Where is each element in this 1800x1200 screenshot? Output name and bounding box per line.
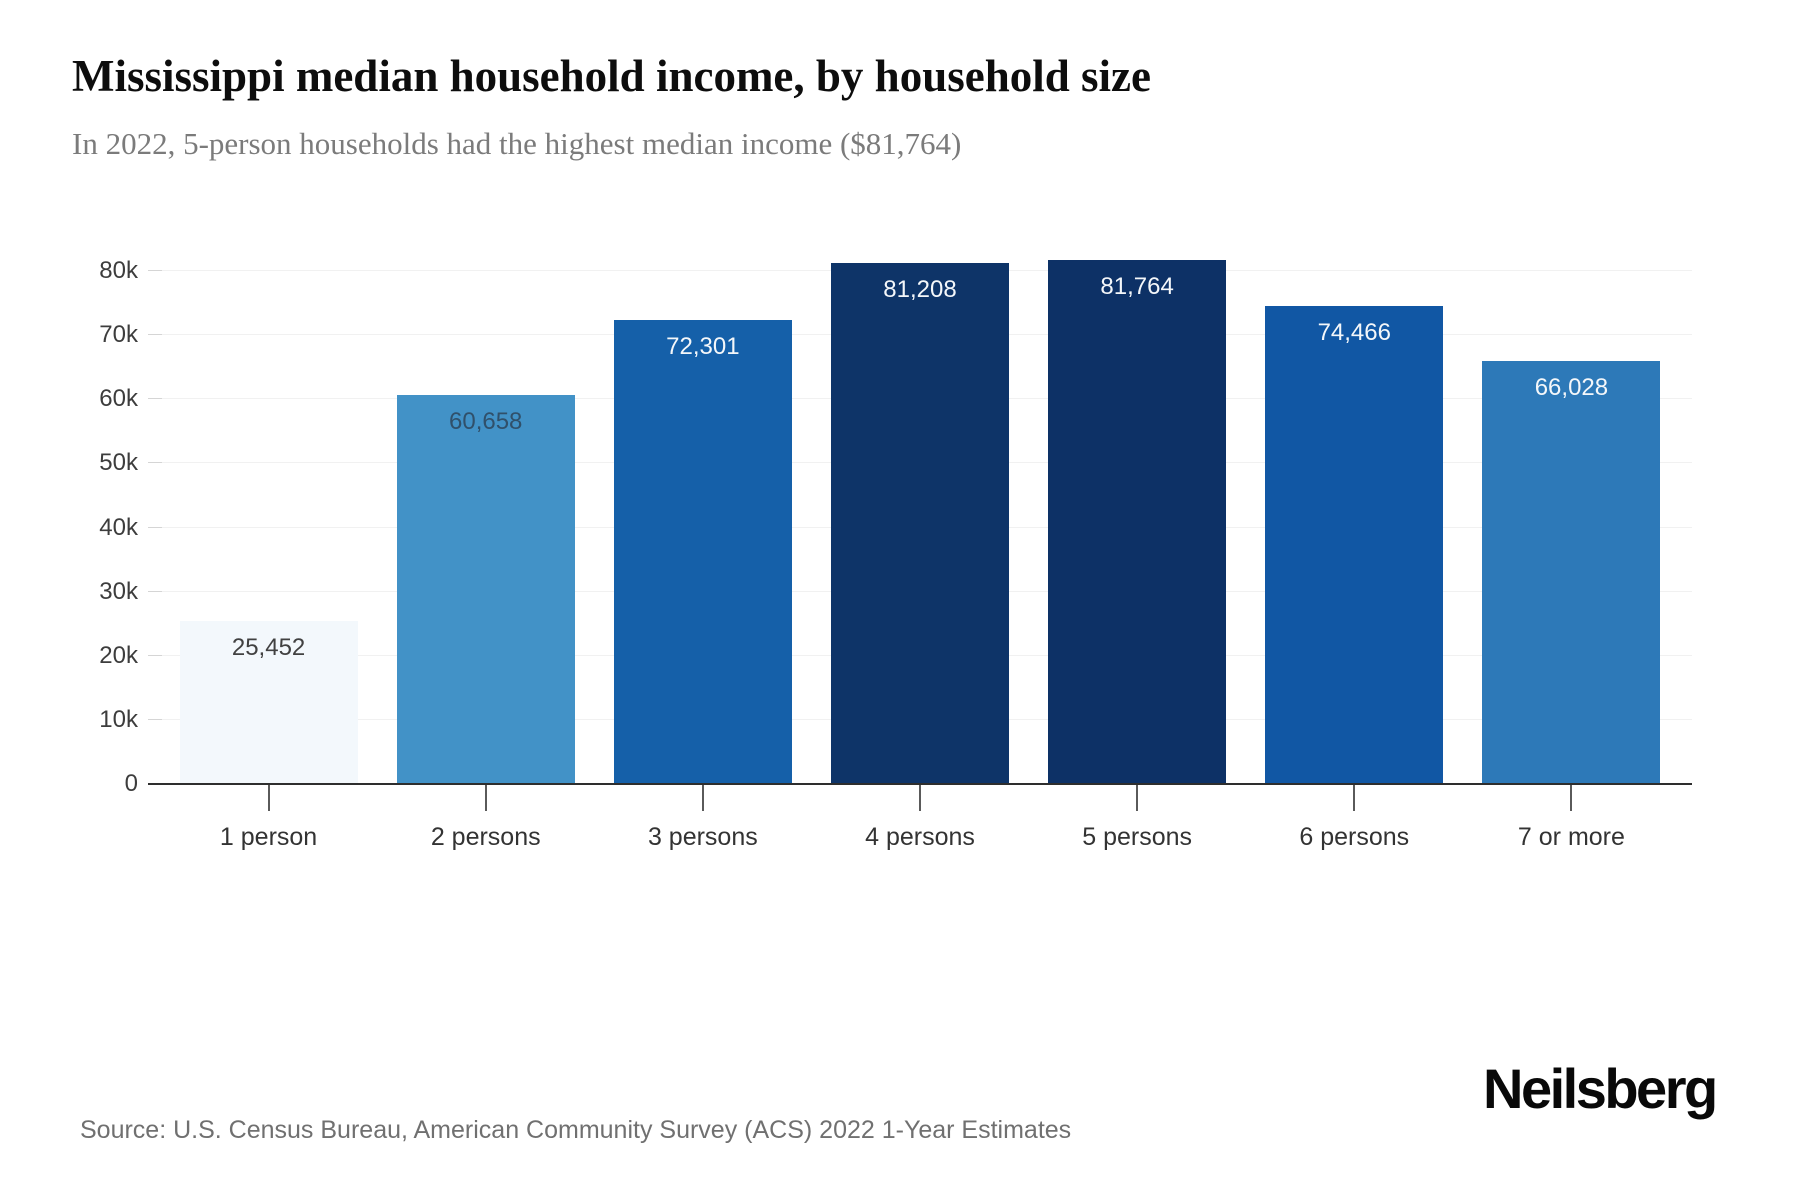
y-tick-mark — [148, 718, 162, 720]
x-axis-cell: 4 persons — [811, 785, 1028, 852]
bar-slot: 25,452 — [160, 239, 377, 784]
bar-7-or-more[interactable]: 66,028 — [1482, 361, 1661, 784]
bar-slot: 74,466 — [1246, 239, 1463, 784]
bar-4-persons[interactable]: 81,208 — [830, 263, 1009, 784]
y-tick-mark — [148, 590, 162, 592]
x-axis-cell: 6 persons — [1246, 785, 1463, 852]
x-axis-cell: 3 persons — [594, 785, 811, 852]
x-tick-mark — [1136, 785, 1139, 811]
bar-value-label: 60,658 — [449, 408, 523, 435]
y-tick-mark — [148, 270, 162, 271]
y-axis-label: 80k — [99, 257, 138, 284]
bar-slot: 66,028 — [1463, 239, 1680, 784]
bar-slot: 60,658 — [377, 239, 594, 784]
x-axis-cell: 7 or more — [1463, 785, 1680, 852]
x-axis-label: 4 persons — [865, 823, 975, 851]
x-axis-label: 3 persons — [647, 823, 758, 851]
y-tick-mark — [148, 526, 162, 528]
x-tick-mark — [484, 785, 487, 811]
page-title: Mississippi median household income, by … — [72, 51, 1151, 101]
bar-value-label: 74,466 — [1317, 319, 1391, 346]
bar-5-persons[interactable]: 81,764 — [1048, 260, 1227, 784]
x-axis: 1 person 2 persons 3 persons 4 persons 5 per… — [160, 785, 1680, 852]
x-tick-mark — [1353, 785, 1356, 811]
y-axis-label: 20k — [99, 641, 138, 669]
bar-1-person[interactable]: 25,452 — [179, 621, 358, 784]
y-axis: 0 10k 20k 30k 40k 50k 60k 70k 80k — [60, 239, 138, 797]
x-axis-label: 5 persons — [1082, 823, 1193, 851]
x-axis-cell: 2 persons — [377, 785, 594, 852]
x-tick-mark — [701, 785, 704, 811]
bar-2-persons[interactable]: 60,658 — [396, 395, 575, 784]
bar-value-label: 66,028 — [1534, 374, 1609, 401]
bar-value-label: 72,301 — [666, 333, 740, 360]
page-subtitle: In 2022, 5-person households had the hig… — [72, 126, 962, 161]
x-axis-label: 2 persons — [430, 823, 541, 851]
chart-plot-area: 25,452 60,658 72,301 81,208 81,764 74,466 66,0… — [160, 239, 1680, 784]
bar-value-label: 81,764 — [1100, 273, 1174, 300]
y-axis-label: 10k — [99, 705, 138, 733]
y-tick-mark — [148, 654, 162, 656]
y-axis-label: 0 — [124, 770, 138, 797]
bar-6-persons[interactable]: 74,466 — [1265, 306, 1444, 784]
bar-slot: 81,208 — [811, 239, 1028, 784]
x-tick-mark — [1570, 785, 1573, 811]
x-axis-label: 1 person — [219, 823, 318, 851]
bar-slot: 81,764 — [1029, 239, 1246, 784]
brand-logo[interactable]: Neilsberg — [1483, 1057, 1718, 1120]
y-tick-mark — [148, 334, 162, 336]
x-axis-cell: 5 persons — [1029, 785, 1246, 852]
bar-slot: 72,301 — [594, 239, 811, 784]
bar-value-label: 25,452 — [231, 634, 306, 661]
y-axis-label: 70k — [99, 321, 138, 349]
x-axis-line — [148, 783, 1692, 785]
x-axis-cell: 1 person — [160, 785, 377, 852]
source-text: Source: U.S. Census Bureau, American Com… — [80, 1116, 1072, 1144]
x-axis-label: 6 persons — [1299, 823, 1410, 851]
y-axis-label: 60k — [99, 385, 138, 413]
bar-series: 25,452 60,658 72,301 81,208 81,764 74,466 66,0… — [160, 239, 1680, 784]
x-axis-label: 7 or more — [1517, 823, 1625, 851]
y-axis-label: 40k — [99, 513, 138, 541]
y-axis-label: 50k — [99, 449, 138, 477]
bar-value-label: 81,208 — [883, 276, 957, 303]
y-tick-mark — [148, 462, 162, 464]
bar-3-persons[interactable]: 72,301 — [613, 320, 792, 784]
chart-header: Mississippi median household income, by … — [72, 50, 1151, 162]
x-tick-mark — [918, 785, 921, 811]
x-tick-mark — [267, 785, 270, 811]
y-axis-label: 30k — [99, 577, 138, 605]
y-tick-mark — [148, 398, 162, 400]
